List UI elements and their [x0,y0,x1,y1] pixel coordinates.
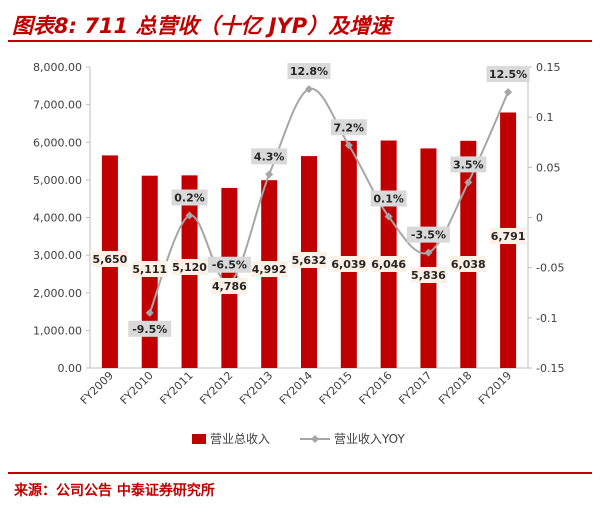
bar-value-label: 5,836 [411,269,446,282]
yoy-value-label: -9.5% [132,323,167,336]
bar [420,148,437,368]
x-tick-label: FY2009 [78,369,116,407]
bar [340,140,357,368]
bar-value-label: 6,046 [371,258,406,271]
y-right-tick-label: 0.15 [536,61,561,74]
bar-value-label-bg [450,256,487,272]
bar-value-label-bg [330,256,367,272]
y-right-tick-label: -0.1 [536,312,557,325]
y-right-tick-label: -0.15 [536,362,564,375]
x-tick-label: FY2018 [436,369,474,407]
yoy-value-label-bg [171,189,208,206]
yoy-value-label-bg [251,148,288,165]
y-left-tick-label: 0.00 [58,362,83,375]
bar-value-label-bg [490,228,527,244]
y-left-tick-label: 6,000.00 [33,136,82,149]
legend-label-line: 营业收入YOY [334,432,405,446]
y-left-tick-label: 3,000.00 [33,249,82,262]
yoy-point [464,178,473,187]
x-tick-label: FY2011 [157,369,195,407]
legend-swatch-bars [192,434,206,444]
yoy-value-label-bg [128,320,172,337]
y-right-tick-label: -0.05 [536,262,564,275]
yoy-point [424,248,433,257]
yoy-point [145,308,154,317]
legend-label-bars: 营业总收入 [210,432,270,446]
bar-value-label-bg [251,261,288,277]
bar [460,140,477,368]
yoy-point [265,170,274,179]
yoy-value-label: 12.8% [290,65,328,78]
bar-value-label: 4,786 [212,280,247,293]
yoy-value-label-bg [370,190,407,207]
bar [221,187,238,368]
yoy-value-label-bg [450,156,487,173]
source-note: 来源：公司公告 中泰证券研究所 [14,483,215,499]
bar-value-label: 6,791 [491,230,526,243]
yoy-value-label: 4.3% [254,150,285,163]
bar-value-label: 4,992 [252,263,287,276]
yoy-value-label: 3.5% [453,158,484,171]
y-right-tick-label: 0.05 [536,161,561,174]
bar-value-label-bg [131,261,168,277]
yoy-value-label: 12.5% [489,68,527,81]
yoy-point [384,212,393,221]
bar-value-label: 5,650 [93,253,128,266]
yoy-value-label-bg [287,63,331,80]
yoy-value-label-bg [330,119,367,136]
x-tick-label: FY2017 [396,369,434,407]
x-tick-label: FY2019 [476,369,514,407]
y-right-tick-label: 0.1 [536,111,554,124]
yoy-value-label: -3.5% [411,229,446,242]
yoy-value-label: 7.2% [334,121,365,134]
bar [380,140,397,368]
x-tick-label: FY2013 [237,369,275,407]
yoy-value-label-bg [486,66,530,83]
y-left-tick-label: 4,000.00 [33,212,82,225]
yoy-point [185,211,194,220]
y-left-tick-label: 8,000.00 [33,61,82,74]
footer-divider [8,472,592,474]
x-tick-label: FY2015 [317,369,355,407]
legend-swatch-marker [311,435,319,443]
yoy-value-label: -6.5% [212,259,247,272]
bar-value-label-bg [171,259,208,275]
bar-value-label: 5,111 [132,263,167,276]
x-tick-label: FY2016 [357,369,395,407]
y-left-tick-label: 2,000.00 [33,287,82,300]
x-tick-label: FY2010 [118,369,156,407]
bar-value-label-bg [410,267,447,283]
yoy-point [344,141,353,150]
yoy-point [305,85,313,94]
bar-value-label: 6,039 [331,258,366,271]
yoy-point [504,88,513,97]
y-left-tick-label: 7,000.00 [33,99,82,112]
bar-value-label: 5,120 [172,261,207,274]
y-right-tick-label: 0 [536,212,543,225]
yoy-value-label-bg [207,256,251,273]
title-bar: 图表8: 711 总营收（十亿 JYP）及增速 [8,6,592,42]
x-tick-label: FY2012 [197,369,235,407]
page-title: 图表8: 711 总营收（十亿 JYP）及增速 [12,14,392,38]
y-left-tick-label: 5,000.00 [33,174,82,187]
yoy-value-label: 0.2% [174,191,205,204]
yoy-value-label-bg [406,226,450,243]
bar-value-label-bg [211,278,248,294]
y-left-tick-label: 1,000.00 [33,324,82,337]
bar-value-label-bg [370,256,407,272]
x-tick-label: FY2014 [277,369,315,407]
bar-value-label: 5,632 [292,254,327,267]
bar-value-label-bg [91,251,128,267]
yoy-value-label: 0.1% [373,192,404,205]
bar-value-label-bg [291,252,327,268]
bar-value-label: 6,038 [451,258,486,271]
